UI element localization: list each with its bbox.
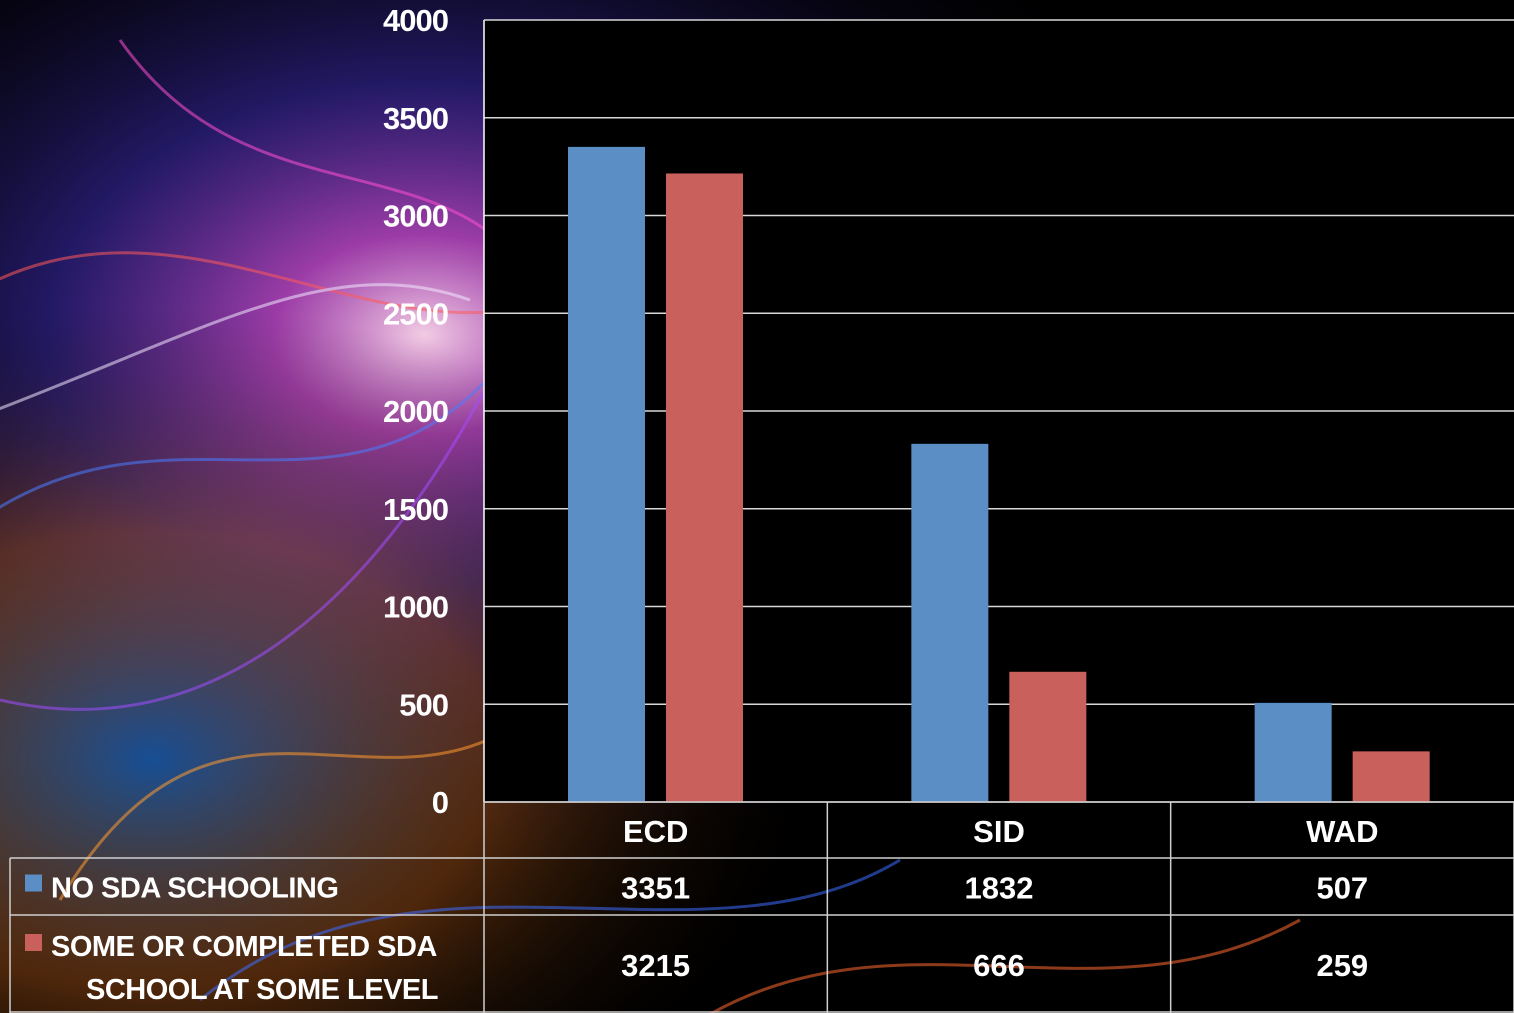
bar-sid-series-2: [1009, 671, 1087, 802]
y-tick-label: 2500: [383, 296, 448, 331]
y-tick-label: 500: [399, 687, 448, 722]
y-tick-label: 1500: [383, 492, 448, 527]
legend-swatch-series-1: [25, 874, 42, 892]
legend-swatch-series-2: [25, 934, 42, 951]
bar-ecd-series-1: [568, 146, 645, 802]
y-tick-label: 2000: [383, 394, 448, 429]
data-table-value: 3215: [621, 948, 690, 983]
bar-sid-series-1: [911, 443, 989, 802]
bar-wad-series-1: [1254, 702, 1332, 802]
legend-label-series-1: NO SDA SCHOOLING: [51, 873, 338, 905]
y-tick-label: 3000: [383, 199, 448, 234]
legend-label-series-2: SOME OR COMPLETED SDA: [51, 931, 437, 963]
bar-ecd-series-2: [666, 173, 743, 802]
y-tick-label: 0: [432, 785, 448, 820]
y-tick-label: 1000: [383, 590, 448, 625]
bar-wad-series-2: [1352, 751, 1430, 802]
data-table-value: 507: [1316, 871, 1368, 906]
y-tick-label: 3500: [383, 101, 448, 136]
data-table-value: 1832: [965, 871, 1034, 906]
data-table-value: 259: [1316, 948, 1368, 983]
category-label: ECD: [623, 814, 688, 849]
legend-label-series-2: SCHOOL AT SOME LEVEL: [86, 974, 438, 1006]
category-label: SID: [973, 814, 1025, 849]
data-table-value: 3351: [621, 871, 690, 906]
data-table-value: 666: [973, 948, 1025, 983]
y-tick-label: 4000: [383, 3, 448, 38]
category-label: WAD: [1306, 814, 1378, 849]
